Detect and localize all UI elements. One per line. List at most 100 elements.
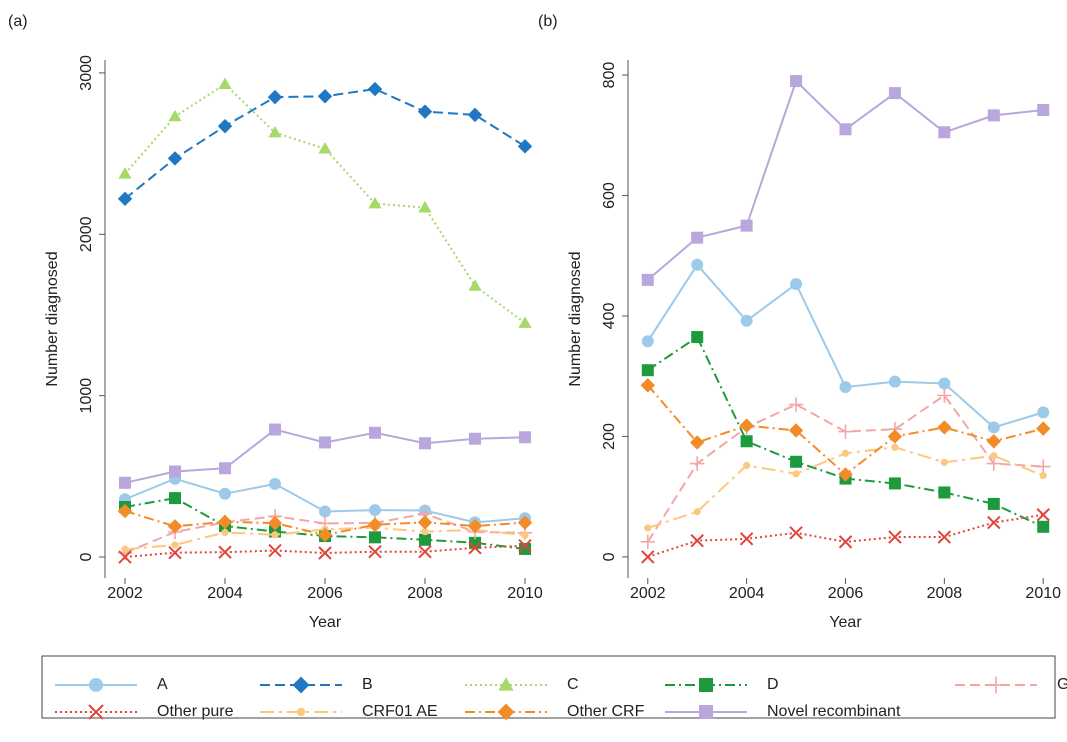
marker [838, 424, 853, 439]
marker [518, 539, 532, 553]
marker [267, 515, 283, 531]
legend-label: C [567, 676, 579, 693]
marker [699, 705, 713, 719]
series-line [647, 446, 1044, 529]
x-tick-label: 2004 [207, 585, 243, 602]
marker [740, 314, 753, 327]
marker [369, 531, 381, 544]
series-line [124, 544, 526, 559]
marker [739, 532, 754, 546]
y-tick-label: 0 [601, 552, 618, 561]
marker [517, 139, 533, 154]
marker [368, 197, 382, 209]
marker [119, 476, 131, 489]
legend-label: D [767, 676, 779, 693]
marker [467, 518, 483, 534]
marker [318, 142, 332, 154]
marker [167, 151, 183, 166]
marker [219, 462, 231, 475]
marker [117, 503, 133, 519]
marker [790, 75, 803, 88]
marker [117, 191, 133, 206]
marker [690, 435, 705, 450]
marker [518, 316, 532, 328]
marker [169, 465, 181, 478]
marker [693, 508, 701, 516]
marker [1036, 421, 1051, 436]
marker [468, 541, 482, 555]
marker [171, 541, 179, 549]
marker [317, 527, 333, 543]
x-axis-label: Year [829, 614, 862, 631]
marker [421, 528, 429, 536]
series-line [124, 82, 526, 324]
marker [790, 278, 803, 291]
marker [418, 544, 432, 559]
series-line [647, 513, 1044, 558]
marker [891, 443, 899, 451]
marker [1037, 406, 1050, 419]
marker [938, 486, 951, 499]
marker [118, 550, 132, 564]
marker [987, 109, 1000, 122]
marker [292, 676, 310, 694]
marker [367, 81, 383, 97]
marker [641, 364, 654, 377]
marker [169, 492, 181, 505]
marker [987, 676, 1005, 694]
marker [641, 273, 654, 286]
marker [839, 381, 852, 394]
marker [217, 118, 233, 134]
marker [691, 231, 704, 244]
marker [790, 455, 803, 468]
panel-label: (a) [8, 13, 28, 30]
marker [699, 678, 713, 692]
marker [641, 335, 654, 348]
marker [691, 331, 704, 344]
marker [89, 678, 103, 692]
marker [743, 461, 751, 469]
marker [417, 515, 433, 530]
marker [469, 432, 481, 445]
x-tick-label: 2008 [407, 585, 443, 602]
marker [418, 201, 432, 213]
marker [269, 477, 281, 490]
marker [940, 458, 948, 466]
marker [296, 707, 306, 717]
marker [691, 258, 704, 271]
marker [419, 437, 431, 450]
marker [888, 87, 901, 100]
marker [317, 89, 333, 104]
marker [641, 550, 655, 564]
marker [369, 504, 381, 517]
marker [838, 467, 853, 482]
legend-label: A [157, 676, 168, 693]
marker [986, 434, 1001, 449]
marker [367, 517, 383, 532]
legend-label: Other CRF [567, 703, 645, 720]
marker [517, 515, 533, 530]
marker [168, 545, 182, 560]
marker [690, 456, 705, 471]
marker [839, 123, 852, 136]
marker [888, 477, 901, 490]
y-tick-label: 0 [78, 552, 95, 561]
x-tick-label: 2008 [927, 585, 963, 602]
y-tick-label: 600 [601, 182, 618, 209]
y-tick-label: 3000 [78, 55, 95, 91]
panel-label: (b) [538, 13, 558, 30]
marker [644, 524, 652, 532]
marker [121, 545, 129, 553]
marker [218, 545, 232, 559]
marker [739, 418, 754, 433]
x-tick-label: 2002 [630, 585, 666, 602]
x-tick-label: 2004 [729, 585, 765, 602]
marker [788, 397, 804, 412]
marker [88, 704, 104, 720]
marker [221, 528, 229, 537]
marker [118, 167, 132, 179]
marker [938, 126, 951, 139]
marker [740, 435, 753, 448]
marker [887, 429, 903, 444]
